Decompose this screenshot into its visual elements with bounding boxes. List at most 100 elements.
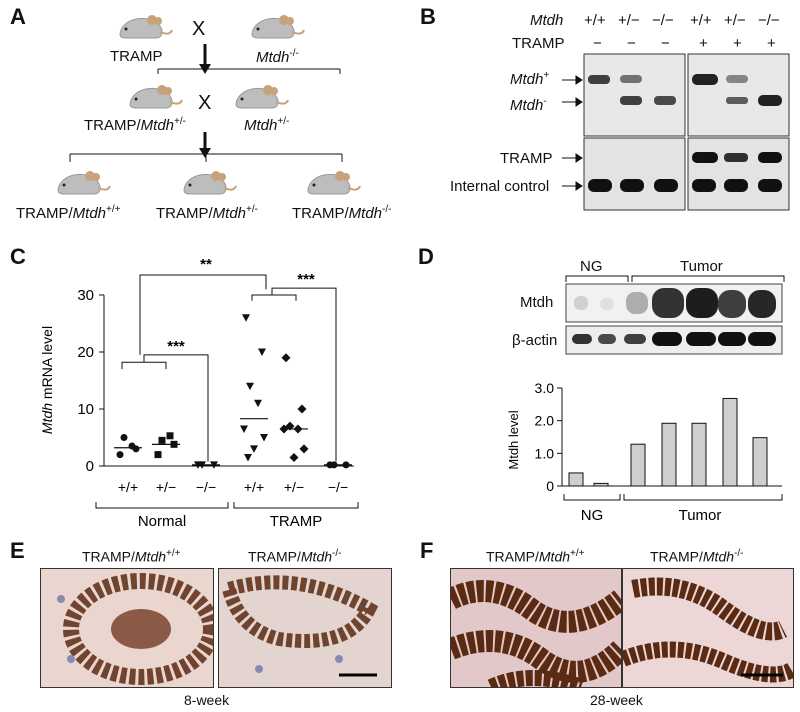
data-point [158, 436, 166, 444]
tramp-status-1: − [627, 35, 636, 52]
offspring-het-label: TRAMP/Mtdh+/- [156, 204, 258, 222]
data-point [246, 382, 254, 391]
group-normal-label: Normal [138, 513, 186, 530]
cross-symbol-1: X [192, 18, 206, 40]
group-tick-label: +/+ [244, 479, 264, 495]
tramp-bracket [233, 502, 359, 509]
data-point [242, 314, 250, 322]
f-right-title: TRAMP/Mtdh-/- [650, 548, 744, 565]
y-tick-label: 0 [86, 458, 94, 475]
y-tick-label: 3.0 [535, 380, 555, 396]
ng-bottom-label: NG [581, 507, 604, 524]
mouse-het-icon [228, 80, 290, 119]
data-point [250, 445, 258, 453]
mouse-f1-icon [122, 80, 184, 119]
panel-b-gel [562, 53, 790, 211]
data-point [289, 452, 299, 462]
offspring-ko-label: TRAMP/Mtdh-/- [292, 204, 392, 222]
mtdh-ko-parent-label: Mtdh-/- [256, 48, 299, 66]
panel-f-label: F [420, 538, 434, 563]
data-point [116, 451, 124, 459]
panel-d-bar-chart: 0 1.0 2.0 3.0 Mtdh level NG Tumor [506, 380, 783, 524]
genotype-1: +/− [618, 12, 640, 29]
mouse-off2-icon [176, 166, 238, 205]
data-point [154, 451, 162, 459]
genotype-0: +/+ [584, 12, 606, 29]
bar [722, 397, 738, 487]
data-point [260, 434, 268, 442]
y-tick-label: 1.0 [535, 445, 555, 461]
panel-a-diagram [69, 44, 343, 162]
bar [691, 422, 707, 487]
bar [593, 482, 609, 487]
ihc-f-ko-image [622, 568, 794, 688]
tramp-status-0: − [593, 35, 602, 52]
band-label-internal-control: Internal control [450, 178, 550, 195]
mouse-off1-icon [50, 166, 112, 205]
offspring-wt-label: TRAMP/Mtdh+/+ [16, 204, 121, 222]
genotype-2: −/− [652, 12, 674, 29]
blot-mtdh-label: Mtdh [520, 294, 554, 311]
panel-e-label: E [10, 538, 25, 563]
tumor-bracket [623, 494, 783, 501]
bar [752, 437, 768, 487]
tumor-header: Tumor [680, 258, 723, 275]
genotype-3: +/+ [690, 12, 712, 29]
data-point [166, 432, 174, 440]
y-tick-label: 20 [77, 344, 94, 361]
group-tick-label: +/+ [118, 479, 138, 495]
bar [630, 443, 646, 487]
mouse-mtdh-ko-icon [244, 10, 306, 49]
ng-header: NG [580, 258, 603, 275]
sig-tramp-pair-bracket [251, 294, 297, 301]
tramp-status-3: + [699, 35, 708, 52]
het-parent-label: Mtdh+/- [244, 116, 290, 134]
panel-b-label: B [420, 4, 436, 29]
bar [568, 472, 584, 487]
y-axis-label: Mtdh mRNA level [39, 326, 55, 434]
data-point [240, 425, 248, 433]
gene-header: Mtdh [530, 12, 564, 29]
ihc-e-wt-image [40, 568, 214, 688]
ihc-f-wt-image [450, 568, 622, 688]
f-caption: 28-week [590, 692, 643, 708]
group-tick-label: +/− [156, 479, 176, 495]
group-tick-label: −/− [196, 479, 216, 495]
tramp-status-2: − [661, 35, 670, 52]
y-tick-label: 0 [546, 478, 554, 494]
group-tick-label: −/− [328, 479, 348, 495]
panel-d-label: D [418, 244, 434, 269]
sig-top-label: ** [200, 256, 212, 273]
genotype-4: +/− [724, 12, 746, 29]
data-point [254, 399, 262, 408]
data-point [281, 353, 291, 363]
sig-normal-pair-bracket [121, 361, 167, 370]
panel-c-scatter-chart: 0 10 20 30 Mtdh mRNA level +/+ +/− −/− +/+ +/− −/−… [39, 256, 359, 530]
tramp-header: TRAMP [512, 35, 565, 52]
f1-parent-label: TRAMP/Mtdh+/- [84, 116, 186, 134]
f-left-title: TRAMP/Mtdh+/+ [486, 548, 585, 565]
sig-tramp-bracket [271, 287, 337, 462]
y-tick-label: 30 [77, 287, 94, 304]
tramp-parent-label: TRAMP [110, 48, 163, 65]
y-axis-label: Mtdh level [506, 410, 521, 469]
tumor-bottom-label: Tumor [679, 507, 722, 524]
e-caption: 8-week [184, 692, 230, 708]
genotype-5: −/− [758, 12, 780, 29]
band-label-mtdh-minus: Mtdh- [510, 96, 547, 114]
e-left-title: TRAMP/Mtdh+/+ [82, 548, 181, 565]
blot-actin-label: β-actin [512, 332, 558, 349]
mouse-tramp-icon [112, 10, 174, 49]
sig-tramp-label: *** [297, 271, 315, 288]
panel-c-label: C [10, 244, 26, 269]
data-point [297, 404, 307, 414]
sig-normal-label: *** [167, 338, 185, 355]
band-label-mtdh-plus: Mtdh+ [510, 70, 550, 88]
band-label-tramp: TRAMP [500, 150, 553, 167]
bar [661, 422, 677, 487]
normal-bracket [95, 502, 229, 509]
group-tick-label: +/− [284, 479, 304, 495]
group-tramp-label: TRAMP [270, 513, 323, 530]
y-tick-label: 10 [77, 401, 94, 418]
data-point [258, 348, 266, 356]
